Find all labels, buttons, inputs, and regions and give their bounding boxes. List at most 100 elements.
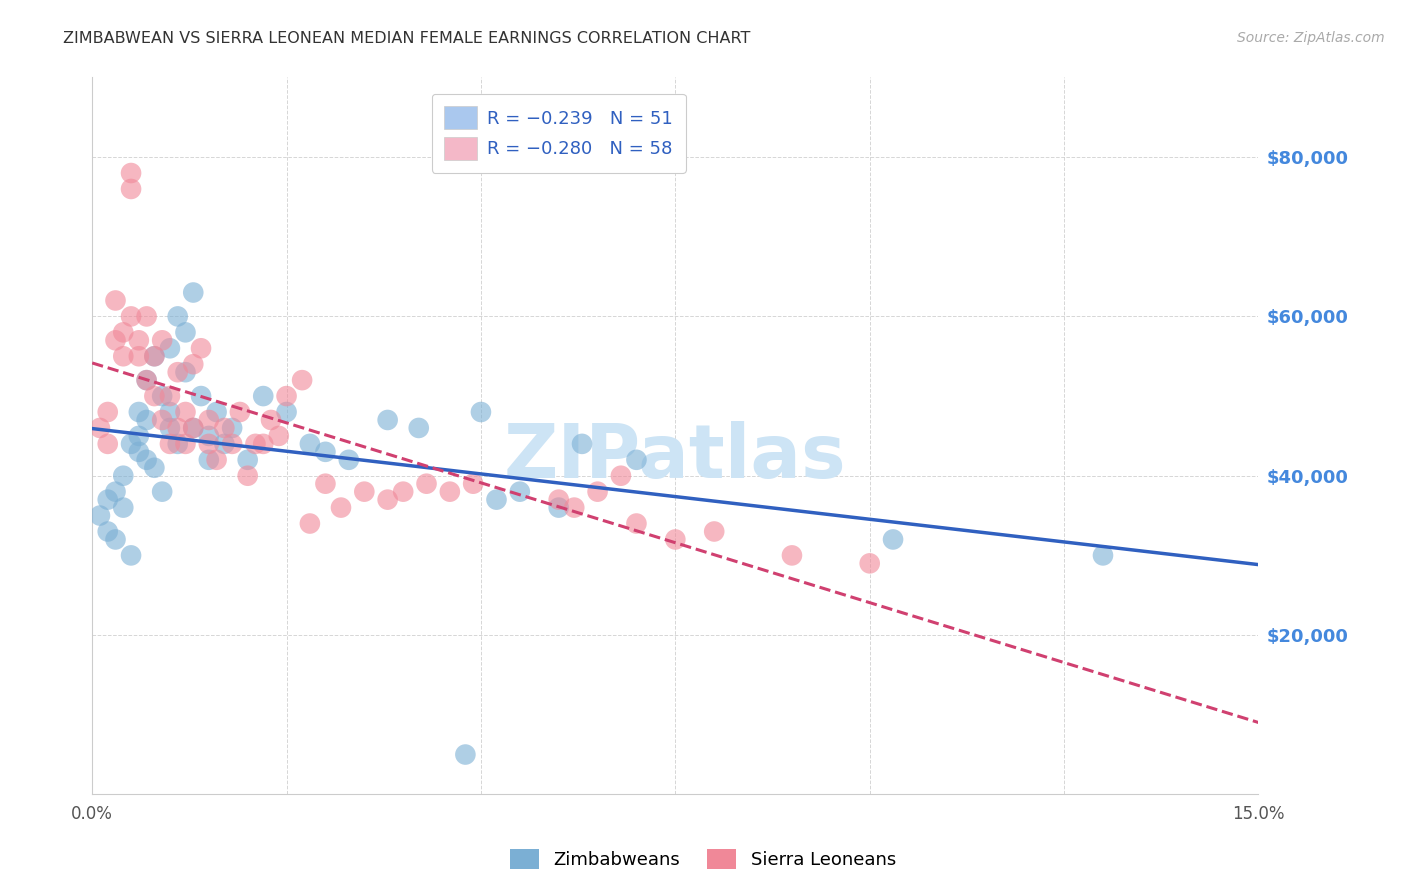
- Point: [1091, 549, 1114, 563]
- Point: [337, 452, 360, 467]
- Point: [463, 476, 485, 491]
- Point: [135, 373, 157, 387]
- Point: [159, 341, 181, 355]
- Point: [190, 341, 212, 355]
- Text: Source: ZipAtlas.com: Source: ZipAtlas.com: [1237, 31, 1385, 45]
- Point: [205, 405, 228, 419]
- Point: [377, 413, 399, 427]
- Point: [626, 452, 648, 467]
- Point: [198, 429, 221, 443]
- Point: [166, 421, 188, 435]
- Point: [150, 484, 173, 499]
- Point: [112, 468, 135, 483]
- Point: [571, 437, 593, 451]
- Point: [128, 349, 150, 363]
- Point: [236, 468, 259, 483]
- Point: [97, 524, 120, 539]
- Point: [174, 405, 197, 419]
- Point: [120, 549, 142, 563]
- Point: [276, 405, 298, 419]
- Point: [377, 492, 399, 507]
- Point: [190, 389, 212, 403]
- Point: [128, 405, 150, 419]
- Point: [174, 326, 197, 340]
- Point: [150, 334, 173, 348]
- Point: [159, 405, 181, 419]
- Point: [174, 437, 197, 451]
- Point: [159, 421, 181, 435]
- Point: [392, 484, 415, 499]
- Point: [291, 373, 314, 387]
- Point: [181, 421, 204, 435]
- Point: [104, 293, 127, 308]
- Point: [314, 445, 336, 459]
- Point: [205, 452, 228, 467]
- Point: [135, 373, 157, 387]
- Point: [150, 389, 173, 403]
- Point: [330, 500, 353, 515]
- Point: [135, 452, 157, 467]
- Point: [143, 349, 166, 363]
- Point: [298, 437, 321, 451]
- Point: [415, 476, 437, 491]
- Point: [276, 389, 298, 403]
- Point: [353, 484, 375, 499]
- Point: [174, 365, 197, 379]
- Point: [97, 405, 120, 419]
- Point: [159, 437, 181, 451]
- Point: [221, 421, 243, 435]
- Point: [586, 484, 609, 499]
- Point: [181, 285, 204, 300]
- Text: ZIMBABWEAN VS SIERRA LEONEAN MEDIAN FEMALE EARNINGS CORRELATION CHART: ZIMBABWEAN VS SIERRA LEONEAN MEDIAN FEMA…: [63, 31, 751, 46]
- Point: [562, 500, 585, 515]
- Point: [198, 413, 221, 427]
- Point: [112, 349, 135, 363]
- Point: [267, 429, 290, 443]
- Point: [547, 492, 569, 507]
- Point: [703, 524, 725, 539]
- Point: [221, 437, 243, 451]
- Point: [120, 310, 142, 324]
- Point: [214, 437, 236, 451]
- Point: [104, 533, 127, 547]
- Point: [150, 413, 173, 427]
- Point: [135, 413, 157, 427]
- Point: [298, 516, 321, 531]
- Point: [97, 437, 120, 451]
- Point: [408, 421, 430, 435]
- Point: [181, 421, 204, 435]
- Point: [470, 405, 492, 419]
- Point: [198, 452, 221, 467]
- Point: [664, 533, 686, 547]
- Text: ZIPatlas: ZIPatlas: [503, 421, 846, 494]
- Point: [509, 484, 531, 499]
- Point: [610, 468, 633, 483]
- Point: [882, 533, 904, 547]
- Point: [120, 182, 142, 196]
- Point: [181, 357, 204, 371]
- Point: [89, 421, 111, 435]
- Point: [166, 365, 188, 379]
- Point: [143, 389, 166, 403]
- Point: [252, 389, 274, 403]
- Point: [252, 437, 274, 451]
- Point: [120, 437, 142, 451]
- Point: [439, 484, 461, 499]
- Point: [97, 492, 120, 507]
- Point: [547, 500, 569, 515]
- Point: [128, 334, 150, 348]
- Point: [260, 413, 283, 427]
- Point: [104, 484, 127, 499]
- Point: [780, 549, 803, 563]
- Point: [112, 500, 135, 515]
- Point: [198, 437, 221, 451]
- Point: [159, 389, 181, 403]
- Point: [143, 349, 166, 363]
- Point: [166, 437, 188, 451]
- Point: [236, 452, 259, 467]
- Point: [112, 326, 135, 340]
- Point: [104, 334, 127, 348]
- Legend: Zimbabweans, Sierra Leoneans: Zimbabweans, Sierra Leoneans: [501, 839, 905, 879]
- Point: [245, 437, 267, 451]
- Point: [143, 460, 166, 475]
